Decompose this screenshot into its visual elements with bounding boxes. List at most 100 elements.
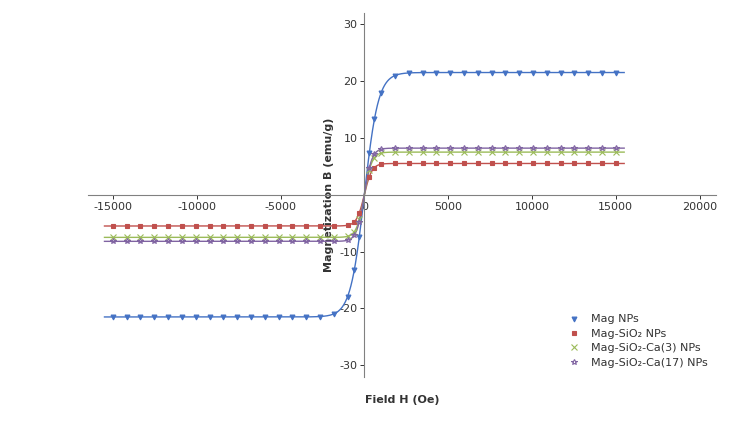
Mag-SiO₂-Ca(3) NPs xyxy=(570,149,579,155)
Mag-SiO₂-Ca(17) NPs xyxy=(556,146,565,151)
Mag NPs xyxy=(302,314,311,319)
Mag-SiO₂-Ca(3) NPs xyxy=(302,235,311,240)
Mag-SiO₂-Ca(3) NPs xyxy=(556,149,565,155)
Mag NPs xyxy=(343,294,352,299)
Mag-SiO₂-Ca(3) NPs xyxy=(164,235,173,240)
Mag-SiO₂ NPs xyxy=(288,223,297,229)
Mag NPs xyxy=(460,70,469,75)
Mag-SiO₂-Ca(3) NPs xyxy=(460,149,469,155)
Mag NPs xyxy=(584,70,593,75)
Mag NPs xyxy=(164,315,173,320)
Mag-SiO₂-Ca(3) NPs xyxy=(487,149,496,155)
Mag-SiO₂ NPs xyxy=(260,223,269,229)
Mag NPs xyxy=(288,315,297,320)
Line: Mag-SiO₂ NPs: Mag-SiO₂ NPs xyxy=(110,161,618,229)
Mag-SiO₂ NPs xyxy=(178,223,186,229)
Mag-SiO₂-Ca(3) NPs xyxy=(542,149,551,155)
Line: Mag NPs: Mag NPs xyxy=(110,70,618,319)
Mag-SiO₂-Ca(17) NPs xyxy=(108,239,117,244)
Mag-SiO₂-Ca(17) NPs xyxy=(350,232,359,238)
Mag NPs xyxy=(474,70,482,75)
Mag-SiO₂-Ca(17) NPs xyxy=(178,239,186,244)
Mag-SiO₂ NPs xyxy=(350,219,359,224)
Mag NPs xyxy=(232,315,241,320)
Mag NPs xyxy=(355,235,364,240)
Mag-SiO₂ NPs xyxy=(330,223,338,229)
Mag NPs xyxy=(446,70,455,75)
Mag NPs xyxy=(611,70,620,75)
Mag-SiO₂-Ca(17) NPs xyxy=(501,146,510,151)
Mag-SiO₂-Ca(17) NPs xyxy=(584,146,593,151)
Mag-SiO₂-Ca(17) NPs xyxy=(274,239,283,244)
Mag-SiO₂-Ca(3) NPs xyxy=(330,235,338,240)
Mag-SiO₂-Ca(3) NPs xyxy=(260,235,269,240)
Mag-SiO₂-Ca(17) NPs xyxy=(376,147,385,152)
Mag NPs xyxy=(365,150,374,155)
Mag-SiO₂-Ca(17) NPs xyxy=(219,239,227,244)
Mag-SiO₂ NPs xyxy=(418,161,427,166)
Mag NPs xyxy=(501,70,510,75)
Mag-SiO₂ NPs xyxy=(390,161,399,166)
Mag NPs xyxy=(150,315,159,320)
Mag-SiO₂-Ca(3) NPs xyxy=(108,235,117,240)
Mag-SiO₂ NPs xyxy=(529,161,537,166)
Mag-SiO₂-Ca(3) NPs xyxy=(418,149,427,155)
Mag-SiO₂-Ca(17) NPs xyxy=(474,146,482,151)
Mag-SiO₂-Ca(3) NPs xyxy=(529,149,537,155)
Mag NPs xyxy=(192,315,200,320)
Mag-SiO₂-Ca(3) NPs xyxy=(350,229,359,234)
Mag-SiO₂-Ca(3) NPs xyxy=(515,149,523,155)
Mag-SiO₂ NPs xyxy=(205,223,214,229)
Mag-SiO₂ NPs xyxy=(355,210,364,215)
Mag NPs xyxy=(178,315,186,320)
Mag NPs xyxy=(350,268,359,273)
Mag NPs xyxy=(598,70,607,75)
Mag-SiO₂-Ca(17) NPs xyxy=(246,239,255,244)
Mag-SiO₂-Ca(3) NPs xyxy=(122,235,131,240)
Mag-SiO₂-Ca(3) NPs xyxy=(246,235,255,240)
Mag-SiO₂-Ca(3) NPs xyxy=(611,149,620,155)
Mag-SiO₂-Ca(17) NPs xyxy=(460,146,469,151)
Mag-SiO₂-Ca(17) NPs xyxy=(330,239,338,244)
Mag-SiO₂-Ca(3) NPs xyxy=(274,235,283,240)
Mag-SiO₂-Ca(3) NPs xyxy=(355,217,364,222)
Mag-SiO₂-Ca(3) NPs xyxy=(446,149,455,155)
Mag-SiO₂-Ca(3) NPs xyxy=(316,235,325,240)
Mag-SiO₂-Ca(17) NPs xyxy=(432,146,441,151)
Mag-SiO₂ NPs xyxy=(446,161,455,166)
Mag-SiO₂-Ca(17) NPs xyxy=(542,146,551,151)
Mag NPs xyxy=(556,70,565,75)
Mag-SiO₂-Ca(17) NPs xyxy=(404,146,413,151)
Mag-SiO₂ NPs xyxy=(164,223,173,229)
Mag-SiO₂-Ca(3) NPs xyxy=(343,234,352,239)
Legend: Mag NPs, Mag-SiO₂ NPs, Mag-SiO₂-Ca(3) NPs, Mag-SiO₂-Ca(17) NPs: Mag NPs, Mag-SiO₂ NPs, Mag-SiO₂-Ca(3) NP… xyxy=(560,311,711,371)
Mag-SiO₂ NPs xyxy=(474,161,482,166)
Mag NPs xyxy=(487,70,496,75)
Y-axis label: Magnetization B (emu/g): Magnetization B (emu/g) xyxy=(324,118,334,272)
Mag-SiO₂-Ca(3) NPs xyxy=(178,235,186,240)
Mag-SiO₂-Ca(3) NPs xyxy=(370,155,379,160)
Mag-SiO₂-Ca(17) NPs xyxy=(316,239,325,244)
Mag-SiO₂-Ca(17) NPs xyxy=(529,146,537,151)
Mag-SiO₂ NPs xyxy=(370,165,379,170)
Mag-SiO₂-Ca(17) NPs xyxy=(355,219,364,224)
Mag NPs xyxy=(404,70,413,75)
Mag-SiO₂-Ca(3) NPs xyxy=(474,149,482,155)
Mag-SiO₂ NPs xyxy=(556,161,565,166)
Mag-SiO₂-Ca(17) NPs xyxy=(164,239,173,244)
Mag-SiO₂-Ca(17) NPs xyxy=(390,146,399,151)
Mag-SiO₂ NPs xyxy=(219,223,227,229)
Mag-SiO₂ NPs xyxy=(515,161,523,166)
Mag NPs xyxy=(219,315,227,320)
Mag-SiO₂-Ca(17) NPs xyxy=(150,239,159,244)
Mag NPs xyxy=(390,73,399,78)
Mag-SiO₂ NPs xyxy=(611,161,620,166)
Mag-SiO₂ NPs xyxy=(302,223,311,229)
Mag NPs xyxy=(542,70,551,75)
Mag-SiO₂-Ca(3) NPs xyxy=(192,235,200,240)
Mag NPs xyxy=(108,315,117,320)
Mag-SiO₂ NPs xyxy=(460,161,469,166)
Mag NPs xyxy=(246,315,255,320)
Mag-SiO₂-Ca(17) NPs xyxy=(232,239,241,244)
Mag-SiO₂-Ca(17) NPs xyxy=(122,239,131,244)
